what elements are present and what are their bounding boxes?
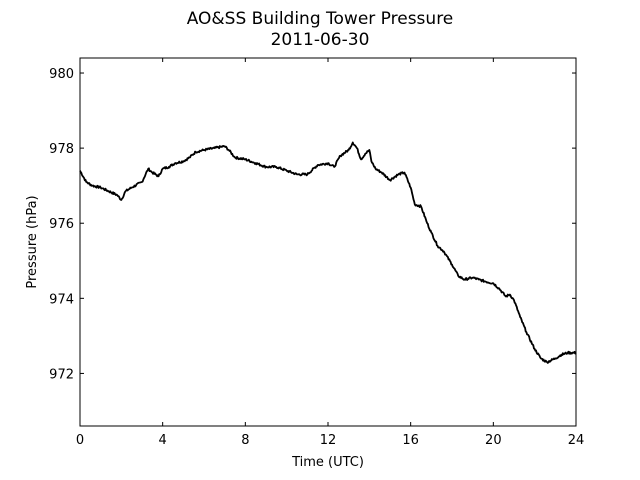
x-tick-label-0: 0 (76, 433, 84, 448)
x-tick-label-8: 8 (241, 433, 249, 448)
plot-frame (79, 57, 577, 427)
x-tick-label-24: 24 (568, 433, 585, 448)
y-tick-label-972: 972 (49, 367, 74, 382)
x-tick-label-4: 4 (159, 433, 167, 448)
x-tick-label-12: 12 (320, 433, 337, 448)
plot-area: 0 4 8 12 16 20 24 972 974 976 978 980 (49, 57, 584, 448)
x-tick-label-20: 20 (485, 433, 502, 448)
chart-subtitle: 2011-06-30 (271, 30, 370, 50)
y-tick-label-978: 978 (49, 142, 74, 157)
y-axis-label: Pressure (hPa) (25, 195, 40, 288)
y-tick-label-974: 974 (49, 292, 74, 307)
y-tick-label-976: 976 (49, 217, 74, 232)
y-tick-label-980: 980 (49, 67, 74, 82)
x-axis-label: Time (UTC) (291, 455, 364, 470)
chart-title: AO&SS Building Tower Pressure (187, 9, 454, 29)
pressure-series-line (79, 141, 577, 364)
x-axis-ticks: 0 4 8 12 16 20 24 (76, 58, 584, 448)
y-axis-ticks: 972 974 976 978 980 (49, 67, 576, 382)
x-tick-label-16: 16 (402, 433, 419, 448)
